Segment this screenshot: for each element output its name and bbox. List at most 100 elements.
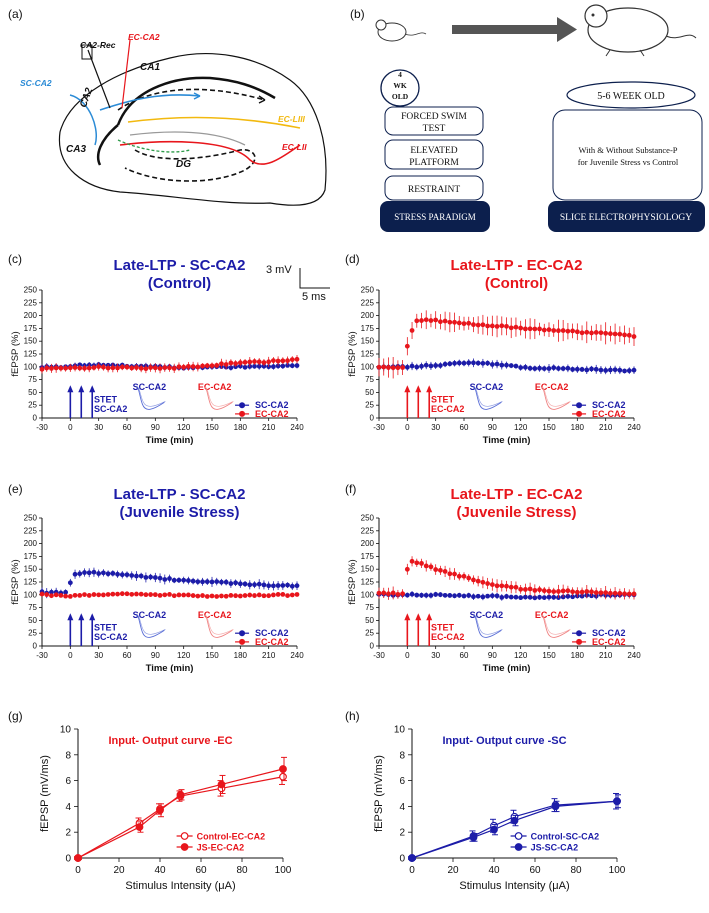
chart-f-xtick-label: -30 <box>373 651 385 660</box>
slice-text-1: With & Without Substance-P <box>578 145 677 155</box>
chart-d-point-sc-ca2 <box>598 367 604 373</box>
chart-e-point-ec-ca2 <box>252 593 257 598</box>
chart-f-point-sc-ca2 <box>433 592 439 597</box>
chart-f-legend-marker <box>576 638 583 645</box>
chart-d-point-sc-ca2 <box>541 366 547 372</box>
chart-h-line-1 <box>411 800 618 859</box>
chart-e-point-sc-ca2 <box>247 582 253 588</box>
chart-d-point-sc-ca2 <box>579 367 585 372</box>
chart-e-stet-target: SC-CA2 <box>94 632 128 642</box>
chart-e-point-sc-ca2 <box>266 583 272 589</box>
chart-h-title: Input- Output curve -SC <box>442 735 566 747</box>
chart-e-point-ec-ca2 <box>63 593 69 599</box>
chart-e-point-sc-ca2 <box>256 581 262 587</box>
chart-d-point-ec-ca2 <box>381 364 387 370</box>
chart-f-xtick-label: 60 <box>460 651 469 660</box>
chart-f-trace-label: EC-CA2 <box>535 610 569 620</box>
chart-d-ytick-label: 75 <box>365 375 374 384</box>
chart-d-point-sc-ca2 <box>546 366 552 371</box>
chart-f-point-ec-ca2 <box>603 590 609 596</box>
chart-d-point-sc-ca2 <box>489 362 495 367</box>
chart-d-point-ec-ca2 <box>518 325 524 331</box>
chart-c-point-ec-ca2 <box>294 356 300 362</box>
ec-electrode <box>121 39 131 109</box>
chart-f-point-ec-ca2 <box>541 588 547 594</box>
chart-d-waveform <box>541 387 570 410</box>
chart-d-point-ec-ca2 <box>508 325 514 331</box>
chart-e-point-ec-ca2 <box>204 594 210 599</box>
chart-c-title: Late-LTP - SC-CA2 <box>114 257 246 274</box>
panel-label-c: (c) <box>8 252 22 266</box>
chart-f-point-sc-ca2 <box>537 594 542 600</box>
chart-h-legend-marker <box>514 832 523 840</box>
chart-d-point-ec-ca2 <box>546 327 552 333</box>
chart-f-point-ec-ca2 <box>607 590 613 596</box>
chart-d-point-sc-ca2 <box>622 368 627 374</box>
chart-f-xtick-label: 150 <box>542 651 556 660</box>
chart-d-ytick-label: 100 <box>361 362 375 371</box>
chart-c-point-ec-ca2 <box>138 365 144 371</box>
chart-f-point-ec-ca2 <box>381 590 387 596</box>
chart-c-xtick-label: 0 <box>68 423 73 432</box>
chart-c-ytick-label: 225 <box>24 298 38 307</box>
sc-ca2-path <box>99 94 201 111</box>
chart-f-point-ec-ca2 <box>447 571 453 577</box>
label-ec-ca2: EC-CA2 <box>128 32 160 42</box>
chart-f-point-ec-ca2 <box>409 558 415 564</box>
chart-d-xtick-label: 120 <box>514 423 528 432</box>
chart-g-xtick-label: 80 <box>236 865 248 876</box>
chart-f-point-ec-ca2 <box>428 564 434 570</box>
chart-c-point-ec-ca2 <box>171 365 177 371</box>
chart-e-point-ec-ca2 <box>162 592 168 598</box>
chart-c-point-ec-ca2 <box>96 364 102 370</box>
chart-d-point-sc-ca2 <box>537 365 542 371</box>
chart-f-point-sc-ca2 <box>499 595 505 600</box>
chart-d-point-ec-ca2 <box>612 331 618 337</box>
chart-d-point-ec-ca2 <box>560 328 566 333</box>
chart-d-ytick-label: 50 <box>365 388 374 397</box>
chart-e-point-sc-ca2 <box>72 571 78 577</box>
chart-d-point-ec-ca2 <box>617 331 623 337</box>
chart-f-point-sc-ca2 <box>532 595 538 601</box>
chart-d-point-sc-ca2 <box>532 366 538 371</box>
chart-e-point-sc-ca2 <box>67 580 73 586</box>
chart-f-point-ec-ca2 <box>494 583 500 589</box>
chart-f-point-sc-ca2 <box>471 594 476 600</box>
chart-c-xtick-label: 120 <box>177 423 191 432</box>
chart-e-point-ec-ca2 <box>91 592 97 597</box>
chart-d-point-ec-ca2 <box>551 328 557 333</box>
chart-d-point-sc-ca2 <box>485 360 491 366</box>
chart-g-legend-marker <box>180 843 189 851</box>
chart-e-ytick-label: 75 <box>28 603 37 612</box>
chart-h-point <box>551 802 560 811</box>
chart-d-xtick-label: 240 <box>627 423 641 432</box>
chart-f-stet-target: EC-CA2 <box>431 632 465 642</box>
chart-d-point-ec-ca2 <box>631 334 637 339</box>
chart-c-point-ec-ca2 <box>143 366 149 372</box>
chart-f-point-ec-ca2 <box>480 579 486 585</box>
chart-c-xtick-label: 30 <box>94 423 103 432</box>
chart-e-stet-label: STET <box>94 623 118 633</box>
chart-c-point-sc-ca2 <box>252 363 257 369</box>
panel-label-e: (e) <box>8 482 23 496</box>
chart-c-ytick-label: 175 <box>24 324 38 333</box>
chart-f-point-ec-ca2 <box>570 589 576 595</box>
chart-e-point-ec-ca2 <box>247 592 253 598</box>
chart-f-point-ec-ca2 <box>527 586 533 592</box>
chart-c-point-sc-ca2 <box>280 363 286 369</box>
chart-d-point-sc-ca2 <box>556 366 561 371</box>
chart-h-point <box>510 816 519 825</box>
chart-g-point <box>279 772 287 781</box>
chart-e-waveform <box>136 615 165 638</box>
chart-d-point-ec-ca2 <box>556 328 561 334</box>
chart-f-point-ec-ca2 <box>537 587 542 593</box>
chart-e-point-ec-ca2 <box>143 592 149 598</box>
chart-c-xtick-label: 90 <box>151 423 160 432</box>
chart-f-point-sc-ca2 <box>527 594 533 600</box>
chart-c-subtitle: (Control) <box>148 275 211 292</box>
chart-c-point-ec-ca2 <box>214 362 220 368</box>
chart-c-xtick-label: 150 <box>205 423 219 432</box>
chart-d-point-ec-ca2 <box>386 365 391 370</box>
chart-d-point-sc-ca2 <box>428 363 434 369</box>
